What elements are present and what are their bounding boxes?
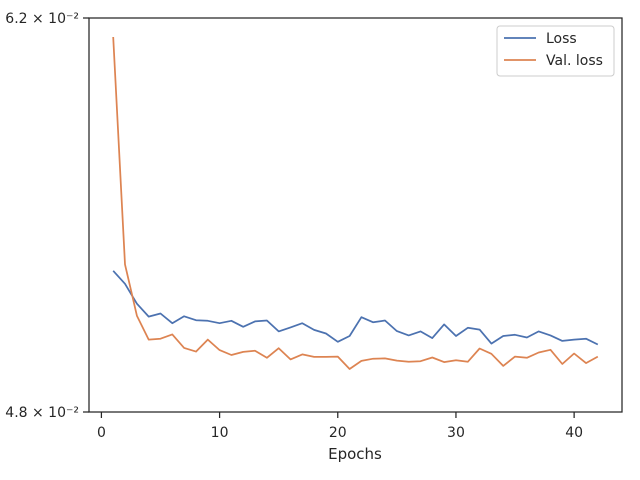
series-line-val-loss xyxy=(112,36,599,370)
series-line-loss xyxy=(112,270,599,346)
x-axis-label: Epochs xyxy=(328,445,382,463)
axes-frame xyxy=(88,17,623,413)
legend-label-val-loss: Val. loss xyxy=(546,53,603,69)
legend: Loss Val. loss xyxy=(496,25,615,77)
x-tick-label: 30 xyxy=(447,425,465,441)
x-tick-label: 20 xyxy=(329,425,347,441)
y-tick-label: 6.2 × 10⁻² xyxy=(5,11,79,27)
y-tick-label: 4.8 × 10⁻² xyxy=(5,405,79,421)
legend-label-loss: Loss xyxy=(546,31,577,47)
y-axis-ticks: 4.8 × 10⁻² 6.2 × 10⁻² xyxy=(5,11,89,421)
x-axis-ticks: 0 10 20 30 40 xyxy=(97,412,583,441)
plot-area xyxy=(112,36,599,370)
x-tick-label: 10 xyxy=(211,425,229,441)
x-tick-label: 40 xyxy=(565,425,583,441)
x-tick-label: 0 xyxy=(97,425,106,441)
